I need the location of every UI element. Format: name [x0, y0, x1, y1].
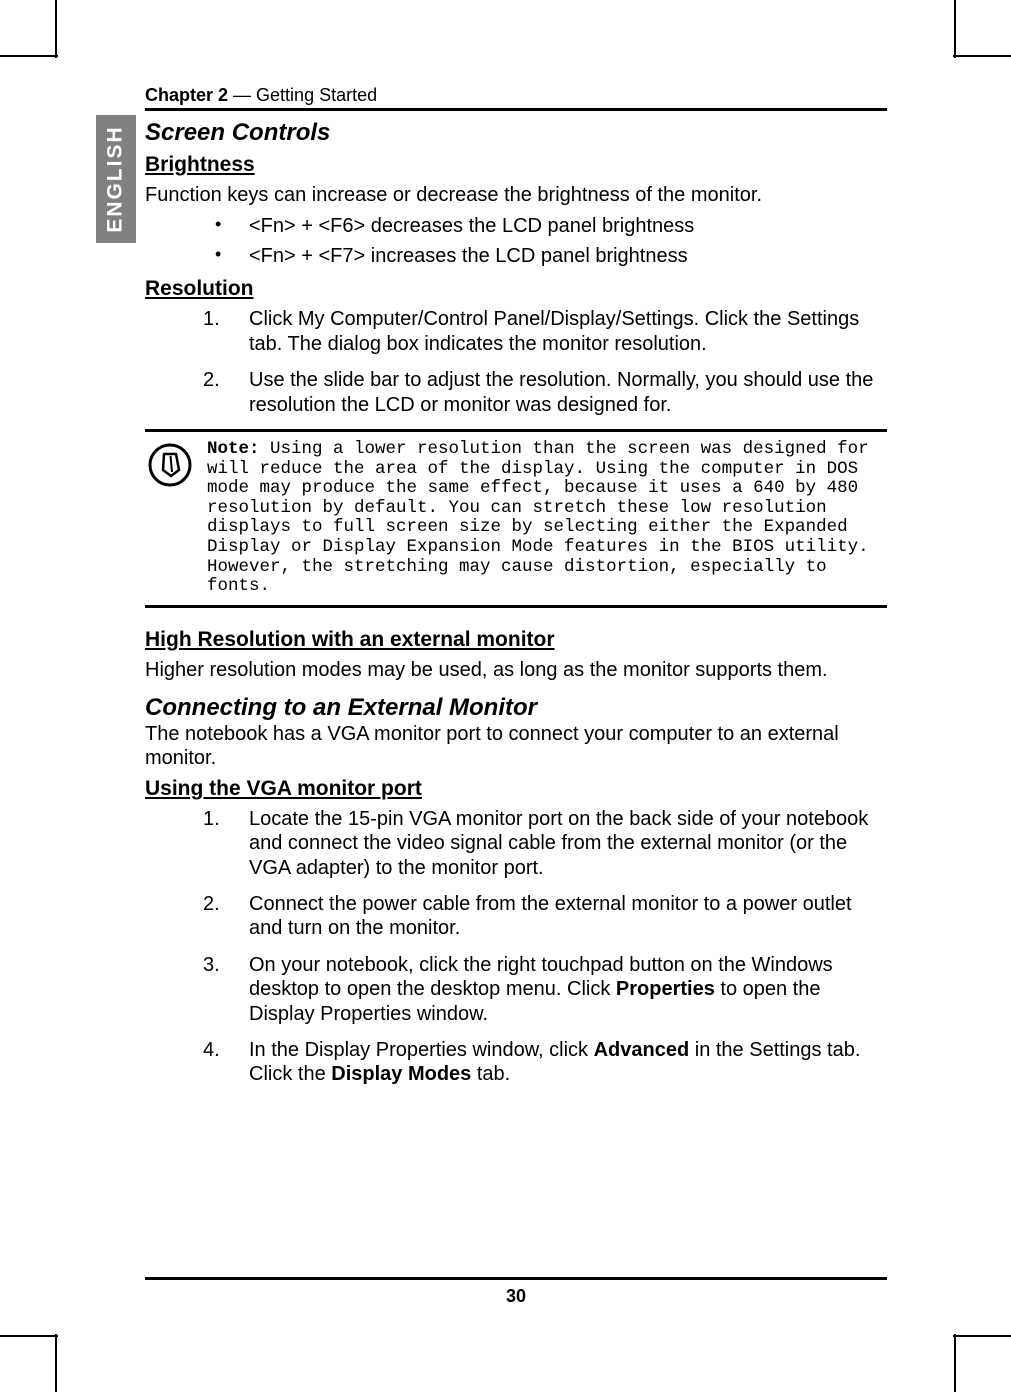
crop-mark — [55, 1334, 57, 1392]
note-body: Using a lower resolution than the screen… — [207, 439, 869, 596]
crop-mark — [55, 0, 57, 58]
chapter-header: Chapter 2 — Getting Started — [145, 85, 887, 111]
list-item: <Fn> + <F6> decreases the LCD panel brig… — [215, 213, 887, 239]
language-tab: ENGLISH — [96, 115, 136, 243]
high-resolution-text: Higher resolution modes may be used, as … — [145, 658, 887, 682]
crop-mark — [953, 55, 1011, 57]
heading-resolution: Resolution — [145, 277, 887, 301]
heading-vga-port: Using the VGA monitor port — [145, 777, 887, 801]
language-tab-label: ENGLISH — [104, 125, 128, 232]
crop-mark — [954, 1334, 956, 1392]
section-screen-controls: Screen Controls — [145, 119, 887, 147]
chapter-dash: — — [228, 85, 256, 105]
brightness-bullets: <Fn> + <F6> decreases the LCD panel brig… — [215, 213, 887, 269]
note-label: Note: — [207, 439, 260, 459]
footer-rule — [145, 1277, 887, 1280]
page-content: Chapter 2 — Getting Started Screen Contr… — [145, 85, 887, 1099]
chapter-title: Getting Started — [256, 85, 377, 105]
resolution-steps: Click My Computer/Control Panel/Display/… — [203, 307, 887, 417]
note-text: Note: Using a lower resolution than the … — [207, 440, 887, 597]
note-icon — [147, 442, 193, 493]
page-number: 30 — [145, 1286, 887, 1307]
list-item: On your notebook, click the right touchp… — [203, 953, 887, 1026]
crop-mark — [954, 0, 956, 58]
page-footer: 30 — [145, 1277, 887, 1307]
brightness-intro: Function keys can increase or decrease t… — [145, 183, 887, 207]
crop-mark — [0, 1335, 58, 1337]
section-external-monitor: Connecting to an External Monitor — [145, 694, 887, 722]
heading-brightness: Brightness — [145, 153, 887, 177]
external-monitor-intro: The notebook has a VGA monitor port to c… — [145, 722, 887, 771]
heading-high-resolution: High Resolution with an external monitor — [145, 628, 887, 652]
list-item: Use the slide bar to adjust the resoluti… — [203, 368, 887, 417]
note-box: Note: Using a lower resolution than the … — [145, 429, 887, 608]
list-item: Connect the power cable from the externa… — [203, 892, 887, 941]
list-item: <Fn> + <F7> increases the LCD panel brig… — [215, 243, 887, 269]
list-item: Locate the 15-pin VGA monitor port on th… — [203, 807, 887, 880]
crop-mark — [953, 1335, 1011, 1337]
list-item: In the Display Properties window, click … — [203, 1038, 887, 1087]
chapter-number: Chapter 2 — [145, 85, 228, 105]
crop-mark — [0, 55, 58, 57]
list-item: Click My Computer/Control Panel/Display/… — [203, 307, 887, 356]
vga-steps: Locate the 15-pin VGA monitor port on th… — [203, 807, 887, 1087]
